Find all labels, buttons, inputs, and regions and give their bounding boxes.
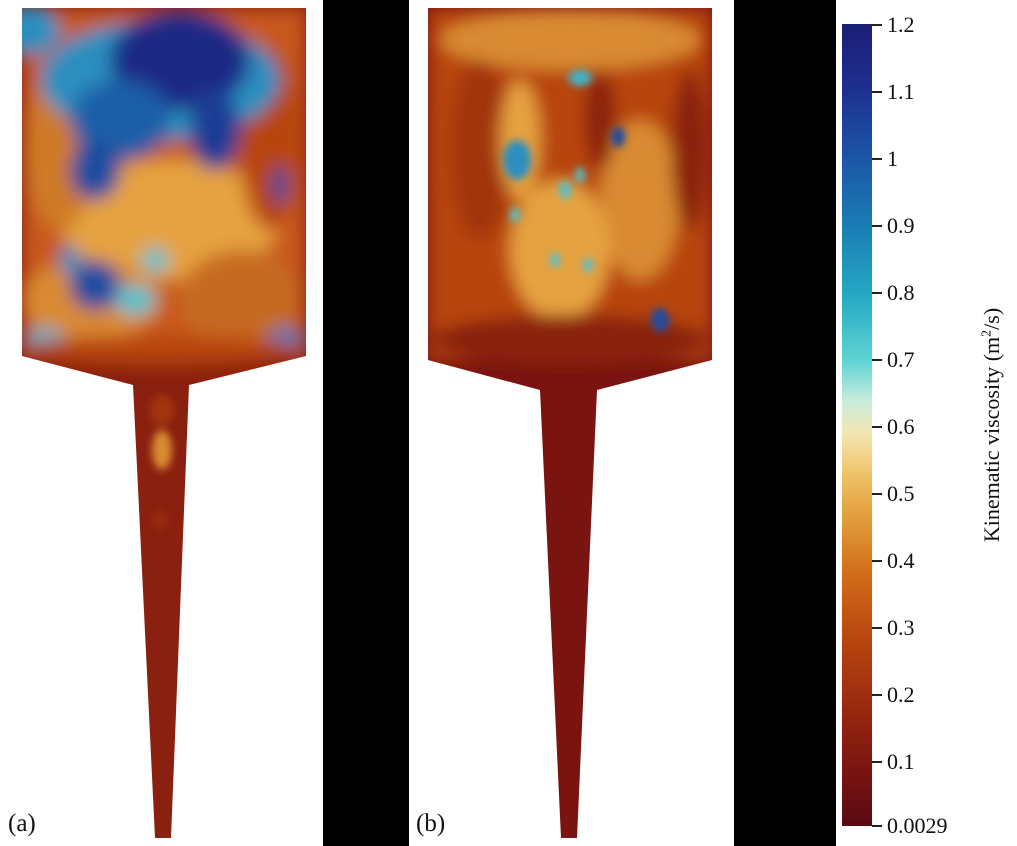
colorbar-title-suffix: /s): [979, 307, 1004, 330]
colorbar-tick-label: 0.5: [887, 481, 915, 506]
colorbar-tick: [872, 825, 882, 827]
colorbar-title-prefix: Kinematic viscosity (m: [979, 336, 1004, 543]
colorbar-tick-label: 0.6: [887, 414, 915, 439]
colorbar-tick-label: 1.2: [887, 12, 915, 37]
colorbar-tick-label: 0.9: [887, 213, 915, 238]
colorbar-tick: [872, 91, 882, 93]
colorbar-gradient: [842, 24, 872, 826]
panel-label-a: (a): [8, 810, 36, 837]
colorbar-tick: [872, 560, 882, 562]
colorbar-tick-label: 0.8: [887, 280, 915, 305]
separator-band-right: [734, 0, 836, 846]
colorbar-tick: [872, 627, 882, 629]
colorbar-title: Kinematic viscosity (m2/s): [979, 308, 1005, 542]
colorbar-tick-label: 0.7: [887, 347, 915, 372]
colorbar-tick-label: 1.1: [887, 79, 915, 104]
colorbar-tick-label: 0.2: [887, 682, 915, 707]
colorbar-tick-label: 0.4: [887, 548, 915, 573]
colorbar-tick-label: 1: [887, 146, 898, 171]
colorbar-tick: [872, 24, 882, 26]
separator-band-left: [323, 0, 409, 846]
colorbar-tick-label: 0.0029: [887, 813, 948, 838]
colorbar-tick: [872, 694, 882, 696]
colorbar-tick-label: 0.1: [887, 749, 915, 774]
colorbar-tick: [872, 761, 882, 763]
panel-label-b: (b): [416, 810, 446, 837]
colorbar-tick: [872, 292, 882, 294]
colorbar-tick: [872, 158, 882, 160]
colorbar-tick: [872, 426, 882, 428]
colorbar-tick: [872, 359, 882, 361]
colorbar-tick: [872, 493, 882, 495]
colorbar-tick-label: 0.3: [887, 615, 915, 640]
colorbar-title-exponent: 2: [979, 329, 995, 337]
colorbar-tick: [872, 225, 882, 227]
